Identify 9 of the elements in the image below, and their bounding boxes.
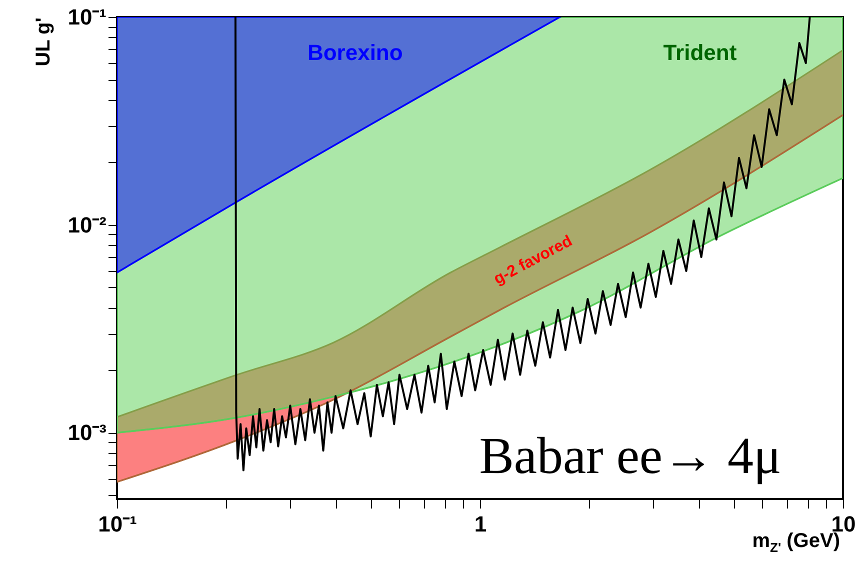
- annotation: Trident: [663, 40, 738, 66]
- y-tick-label: 10⁻²: [68, 212, 106, 238]
- annotation: Babar ee→ 4μ: [479, 428, 782, 486]
- y-axis-title: UL g': [32, 18, 55, 66]
- x-tick-label: 10⁻¹: [98, 512, 137, 536]
- annotation: Borexino: [307, 40, 403, 66]
- y-tick-label: 10⁻¹: [68, 4, 106, 30]
- y-tick-label: 10⁻³: [68, 420, 106, 446]
- x-tick-label: 1: [474, 512, 487, 536]
